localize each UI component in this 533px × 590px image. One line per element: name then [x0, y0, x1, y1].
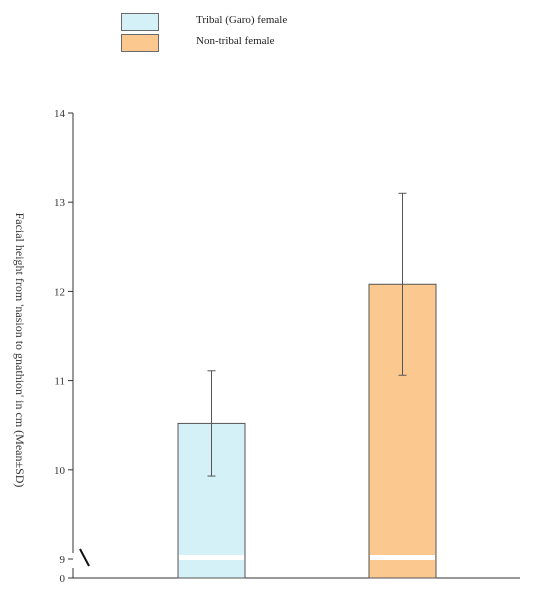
bar-break-band [179, 555, 244, 560]
y-axis-label: Facial height from 'nasion to gnathion' … [13, 212, 27, 488]
legend-label-nontribal: Non-tribal female [196, 35, 275, 47]
legend-swatch-nontribal [121, 34, 159, 52]
legend-swatch-tribal [121, 13, 159, 31]
axes [72, 113, 520, 579]
y-tick-label: 13 [54, 197, 66, 209]
y-tick-label: 10 [54, 465, 66, 477]
y-ticks: 0 9 10 11 12 13 14 [54, 108, 73, 585]
axis-break-mark [79, 548, 90, 567]
y-tick-label: 0 [60, 573, 66, 585]
y-tick-label: 14 [54, 108, 66, 120]
bars [177, 192, 437, 579]
y-tick-label: 12 [54, 286, 65, 298]
legend-label-tribal: Tribal (Garo) female [196, 14, 288, 26]
y-tick-label: 11 [54, 376, 65, 388]
bar-break-band [370, 555, 435, 560]
y-tick-label: 9 [60, 554, 66, 566]
